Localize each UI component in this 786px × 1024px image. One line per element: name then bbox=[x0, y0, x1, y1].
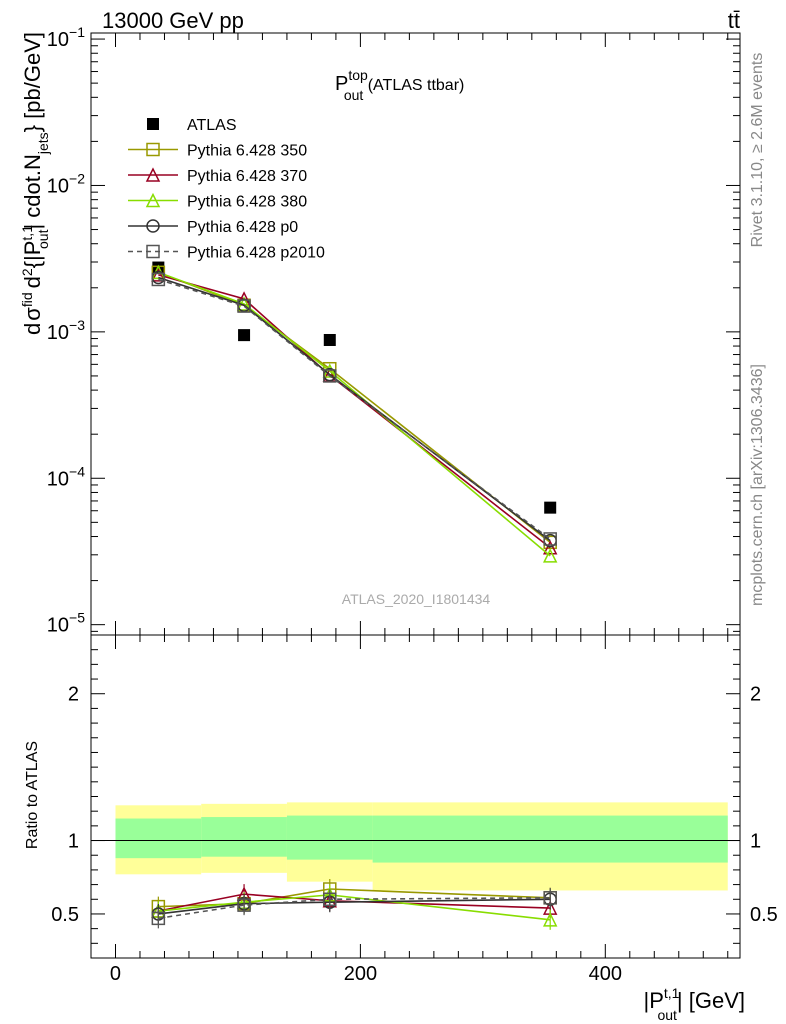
header-left: 13000 GeV pp bbox=[102, 8, 244, 33]
ratio-series-line bbox=[158, 897, 551, 920]
ratio-ytick-label: 1 bbox=[68, 831, 79, 853]
legend-label: ATLAS bbox=[187, 117, 237, 134]
legend-marker bbox=[146, 219, 160, 233]
main-point bbox=[151, 267, 166, 282]
legend-marker bbox=[146, 244, 160, 259]
ratio-band-green bbox=[372, 815, 728, 863]
ratio-series-line bbox=[158, 894, 551, 921]
main-title: Ptop out (ATLAS ttbar) bbox=[335, 67, 464, 103]
main-series-line bbox=[158, 278, 551, 540]
main-point bbox=[543, 532, 557, 546]
legend-label: Pythia 6.428 350 bbox=[187, 143, 307, 160]
ratio-band-green bbox=[286, 815, 373, 860]
main-ytick-label: 10−4 bbox=[47, 463, 85, 490]
rivet-label: Rivet 3.1.10, ≥ 2.6M events bbox=[749, 53, 766, 248]
header-right: tt̄ bbox=[728, 8, 740, 33]
ratio-ytick-label-right: 0.5 bbox=[750, 904, 778, 926]
main-point bbox=[151, 272, 166, 287]
main-panel: 10−1 10−2 10−3 10−4 10−5 bbox=[47, 24, 741, 637]
legend-label: Pythia 6.428 380 bbox=[187, 194, 307, 211]
main-point bbox=[237, 299, 251, 313]
main-point bbox=[322, 363, 337, 378]
main-ytick-label: 10−1 bbox=[47, 24, 85, 51]
ratio-band-green bbox=[201, 817, 287, 857]
xtick-label: 0 bbox=[110, 963, 121, 985]
main-series-line bbox=[158, 271, 551, 557]
legend-label: Pythia 6.428 p0 bbox=[187, 219, 298, 236]
ratio-point bbox=[151, 911, 166, 926]
main-ytick-label: 10−3 bbox=[47, 317, 85, 344]
ratio-frame bbox=[90, 634, 741, 959]
main-point bbox=[542, 548, 558, 563]
main-point bbox=[544, 501, 557, 514]
legend-marker bbox=[145, 167, 161, 182]
main-ytick-label: 10−5 bbox=[47, 610, 85, 637]
legend-marker bbox=[147, 118, 159, 130]
xtick-label: 200 bbox=[344, 963, 377, 985]
legend-marker bbox=[146, 142, 160, 157]
ratio-ytick-label: 2 bbox=[68, 684, 79, 706]
ratio-band-green bbox=[115, 818, 202, 859]
main-point bbox=[542, 540, 558, 555]
legend: ATLAS Pythia 6.428 350 Pythia 6.428 370 Pyt… bbox=[128, 117, 325, 262]
legend-label: Pythia 6.428 p2010 bbox=[187, 245, 325, 262]
mcplots-label: mcplots.cern.ch [arXiv:1306.3436] bbox=[749, 364, 766, 606]
ratio-point bbox=[323, 892, 337, 907]
main-ylabel: dσfidd2{|Pt,1out| cdot.Njets} [pb/GeV] bbox=[19, 32, 51, 335]
main-point bbox=[323, 333, 336, 346]
watermark: ATLAS_2020_I1801434 bbox=[342, 591, 491, 607]
ratio-point bbox=[543, 891, 557, 905]
main-point bbox=[323, 369, 337, 383]
ratio-point bbox=[237, 898, 251, 912]
ratio-series-line bbox=[158, 888, 551, 908]
ratio-ylabel: Ratio to ATLAS bbox=[24, 741, 41, 849]
ratio-ytick-label-right: 2 bbox=[750, 684, 761, 706]
legend-label: Pythia 6.428 370 bbox=[187, 168, 307, 185]
ratio-series-line bbox=[158, 893, 551, 912]
xlabel: |Pt,1 out| [GeV] bbox=[643, 985, 745, 1023]
main-point bbox=[238, 329, 251, 342]
legend-marker bbox=[145, 192, 161, 208]
ratio-panel: 0 200 400 0.5 0.5 1 1 2 2 bbox=[51, 634, 778, 985]
main-ytick-label: 10−2 bbox=[47, 170, 85, 197]
ratio-point bbox=[542, 912, 558, 927]
ratio-ytick-label-right: 1 bbox=[750, 831, 761, 853]
xtick-label: 400 bbox=[589, 963, 622, 985]
ratio-ytick-label: 0.5 bbox=[51, 904, 79, 926]
